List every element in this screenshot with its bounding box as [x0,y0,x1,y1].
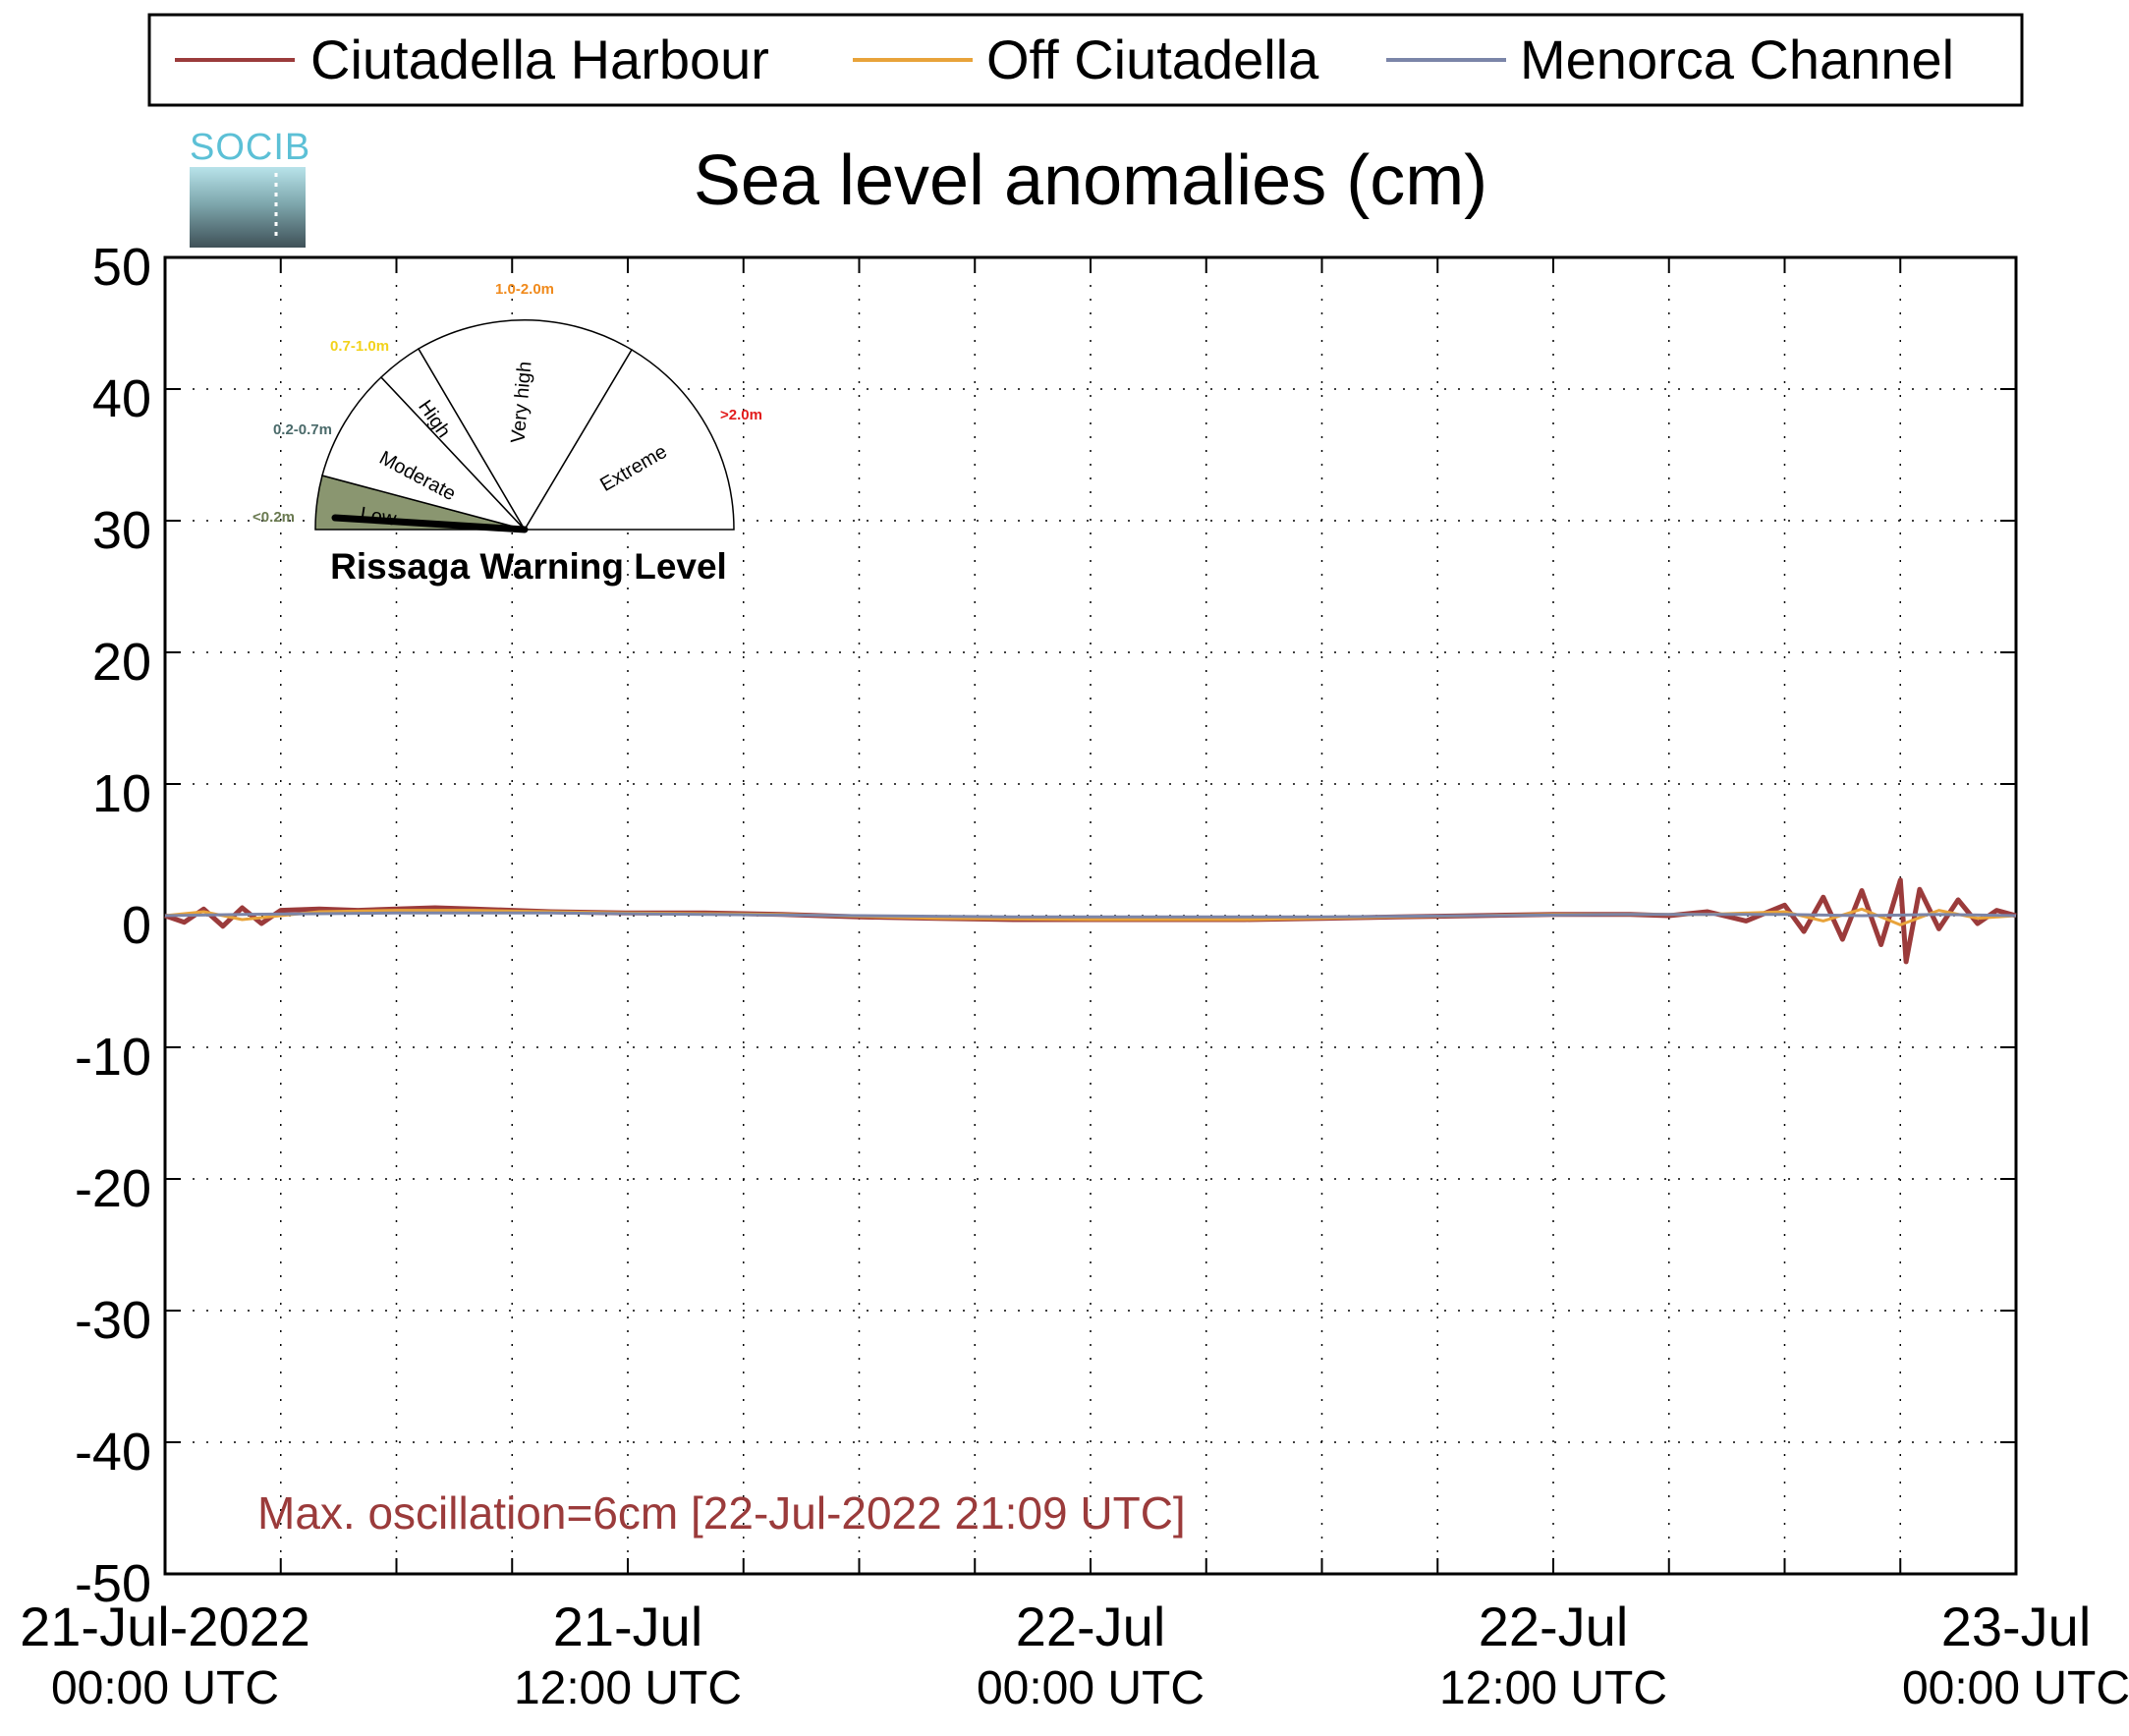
socib-logo-text: SOCIB [190,127,310,168]
series-lines [164,877,2017,965]
x-tick-label-date: 23-Jul [1941,1596,2092,1657]
socib-logo-gradient [190,167,306,248]
legend-frame [147,13,2024,107]
legend-label-menorca-channel: Menorca Channel [1520,28,1954,90]
y-tick-label: 50 [92,238,151,297]
x-tick-label-time: 00:00 UTC [1902,1662,2129,1714]
series-line-off-ciutadella [164,907,2017,926]
chart-title: Sea level anomalies (cm) [694,141,1487,220]
x-tick-label-time: 12:00 UTC [514,1662,742,1714]
rissaga-gauge: Low Moderate High Very high Extreme <0.2… [252,281,762,587]
x-tick-label-date: 21-Jul [553,1596,703,1657]
legend: Ciutadella Harbour Off Ciutadella Menorc… [147,13,2024,107]
y-tick-label: 30 [92,501,151,560]
socib-logo: SOCIB [190,127,310,248]
legend-label-ciutadella-harbour: Ciutadella Harbour [310,28,769,90]
x-axis: 21-Jul-2022 00:00 UTC 21-Jul 12:00 UTC 2… [20,1596,2129,1714]
gauge-sector-moderate [321,375,528,532]
gauge-range-moderate: 0.2-0.7m [273,421,332,438]
x-tick-label-date: 22-Jul [1016,1596,1166,1657]
y-axis: 50 40 30 20 10 0 -10 -20 -30 -40 -50 [75,238,151,1613]
series-line-menorca-channel [164,911,2017,919]
x-tick-label-date: 21-Jul-2022 [20,1596,310,1657]
gauge-range-extreme: >2.0m [720,407,762,423]
x-tick-label-time: 12:00 UTC [1439,1662,1667,1714]
y-tick-label: -40 [75,1423,151,1482]
x-tick-label-time: 00:00 UTC [977,1662,1205,1714]
y-tick-label: -20 [75,1159,151,1218]
gauge-sector-very-high [417,319,634,532]
gauge-range-high: 0.7-1.0m [330,338,389,355]
y-tick-label: 0 [122,896,151,955]
y-tick-label: 40 [92,369,151,428]
y-tick-label: 20 [92,633,151,692]
y-tick-label: -10 [75,1028,151,1087]
gauge-range-very-high: 1.0-2.0m [495,281,554,298]
x-tick-label-date: 22-Jul [1479,1596,1629,1657]
y-tick-label: -30 [75,1291,151,1350]
gauge-sector-extreme [523,348,735,531]
gauge-title: Rissaga Warning Level [330,546,727,587]
y-tick-label: -50 [75,1554,151,1613]
max-oscillation-annotation: Max. oscillation=6cm [22-Jul-2022 21:09 … [257,1487,1186,1539]
x-tick-label-time: 00:00 UTC [51,1662,279,1714]
legend-label-off-ciutadella: Off Ciutadella [986,28,1319,90]
y-tick-label: 10 [92,764,151,823]
gauge-range-low: <0.2m [252,509,295,526]
gauge-needle [331,514,529,533]
axis-ticks [164,256,2017,1575]
